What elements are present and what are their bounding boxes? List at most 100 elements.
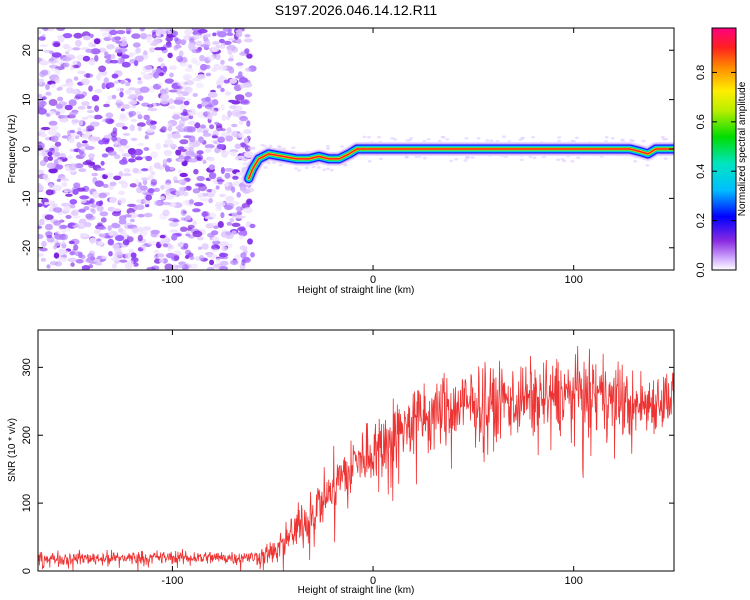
spectrogram-noise-blob	[124, 82, 131, 87]
spectrogram-noise-blob	[152, 102, 157, 108]
spectrogram-noise-blob	[246, 198, 253, 205]
spectrogram-noise-blob	[137, 234, 143, 242]
spectrogram-noise-blob	[68, 155, 73, 159]
spectrogram-noise-blob	[210, 254, 218, 260]
spectrogram-noise-blob	[93, 258, 101, 263]
spectrogram-noise-blob	[131, 33, 141, 39]
spectrogram-noise-blob	[45, 177, 51, 184]
spectrogram-noise-blob	[198, 136, 204, 144]
spectrogram-noise-blob	[367, 159, 372, 163]
spectrogram-noise-blob	[75, 39, 82, 47]
spectrogram-noise-blob	[118, 190, 125, 196]
spectrogram-noise-blob	[122, 126, 128, 130]
spectrogram-noise-blob	[225, 195, 235, 203]
y-tick-label: 0	[21, 146, 33, 152]
spectrogram-noise-blob	[140, 244, 147, 249]
spectrogram-noise-blob	[56, 178, 61, 182]
colorbar-tick-label: 0.2	[695, 213, 707, 228]
spectrogram-noise-blob	[86, 115, 95, 119]
spectrogram-noise-blob	[58, 248, 66, 256]
spectrogram-noise-blob	[85, 48, 94, 53]
spectrogram-noise-blob	[205, 147, 212, 153]
spectrogram-noise-blob	[111, 94, 117, 99]
spectrogram-noise-blob	[158, 82, 163, 86]
spectrogram-noise-region	[38, 28, 674, 270]
spectrogram-noise-blob	[197, 28, 208, 34]
spectrogram-noise-blob	[167, 52, 173, 59]
spectrogram-noise-blob	[82, 140, 88, 144]
spectrogram-noise-blob	[223, 183, 230, 187]
spectrogram-noise-blob	[49, 261, 59, 266]
spectrogram-noise-blob	[80, 78, 90, 86]
spectrogram-noise-blob	[164, 138, 174, 146]
spectrogram-noise-blob	[88, 59, 96, 66]
spectrogram-noise-blob	[192, 188, 201, 194]
spectrogram-noise-blob	[404, 155, 409, 159]
spectrogram-noise-blob	[79, 195, 89, 200]
spectrogram-noise-blob	[212, 41, 220, 45]
spectrogram-noise-blob	[111, 36, 120, 43]
spectrogram-noise-blob	[112, 253, 118, 260]
spectrogram-noise-blob	[213, 63, 221, 71]
spectrogram-noise-blob	[236, 215, 246, 219]
spectrogram-noise-blob	[38, 108, 47, 115]
spectrogram-noise-blob	[183, 100, 190, 106]
spectrogram-noise-blob	[119, 91, 124, 98]
spectrogram-noise-blob	[81, 101, 90, 107]
spectrogram-noise-blob	[82, 35, 91, 41]
spectrogram-noise-blob	[159, 258, 165, 264]
spectrogram-noise-blob	[92, 136, 101, 141]
spectrogram-noise-blob	[98, 139, 105, 145]
spectrogram-noise-blob	[154, 254, 159, 260]
spectrogram-noise-blob	[178, 50, 184, 57]
colorbar-label: Normalized spectral amplitude	[737, 81, 748, 216]
spectrogram-noise-blob	[188, 158, 198, 163]
spectrogram-noise-blob	[148, 165, 154, 173]
spectrogram-noise-blob	[227, 110, 232, 118]
spectrogram-noise-blob	[122, 132, 131, 136]
y-tick-label: 10	[21, 93, 33, 105]
spectrogram-noise-blob	[226, 221, 232, 226]
spectrogram-noise-blob	[38, 36, 46, 41]
spectrogram-noise-blob	[105, 112, 114, 119]
spectrogram-noise-blob	[235, 172, 244, 176]
spectrogram-noise-blob	[141, 168, 149, 172]
spectrogram-noise-blob	[182, 200, 189, 206]
spectrogram-noise-blob	[192, 220, 198, 226]
spectrogram-noise-blob	[107, 82, 115, 88]
spectrogram-noise-blob	[161, 201, 172, 206]
spectrogram-noise-blob	[263, 166, 268, 169]
spectrogram-noise-blob	[149, 47, 155, 53]
spectrogram-noise-blob	[260, 143, 265, 147]
spectrogram-noise-blob	[183, 126, 193, 133]
spectrogram-noise-blob	[437, 139, 442, 143]
spectrogram-noise-blob	[98, 65, 107, 73]
x-tick-label: -100	[161, 274, 183, 286]
spectrogram-noise-blob	[126, 203, 136, 207]
spectrogram-noise-blob	[164, 78, 174, 84]
spectrogram-noise-blob	[208, 164, 215, 171]
spectrogram-noise-blob	[132, 42, 141, 48]
spectrogram-noise-blob	[362, 135, 367, 139]
spectrogram-noise-blob	[95, 200, 103, 207]
spectrogram-noise-blob	[100, 217, 107, 223]
spectrogram-noise-blob	[72, 109, 79, 114]
spectrogram-noise-blob	[225, 202, 235, 210]
spectrogram-noise-blob	[48, 110, 55, 115]
spectrogram-noise-blob	[218, 64, 227, 71]
spectrogram-noise-blob	[244, 145, 251, 153]
spectrogram-noise-blob	[201, 211, 210, 218]
spectrogram-noise-blob	[179, 148, 187, 152]
spectrogram-noise-blob	[97, 255, 102, 260]
spectrogram-noise-blob	[84, 145, 95, 150]
spectrogram-noise-blob	[235, 206, 244, 212]
spectrogram-noise-blob	[63, 205, 71, 213]
spectrogram-noise-blob	[220, 167, 225, 174]
spectrogram-noise-blob	[45, 223, 53, 231]
spectrogram-noise-blob	[426, 138, 431, 141]
spectrogram-noise-blob	[73, 76, 79, 81]
spectrogram-noise-blob	[121, 181, 129, 189]
spectrogram-noise-blob	[115, 40, 123, 45]
spectrogram-noise-blob	[185, 233, 191, 237]
spectrogram-noise-blob	[54, 234, 64, 240]
